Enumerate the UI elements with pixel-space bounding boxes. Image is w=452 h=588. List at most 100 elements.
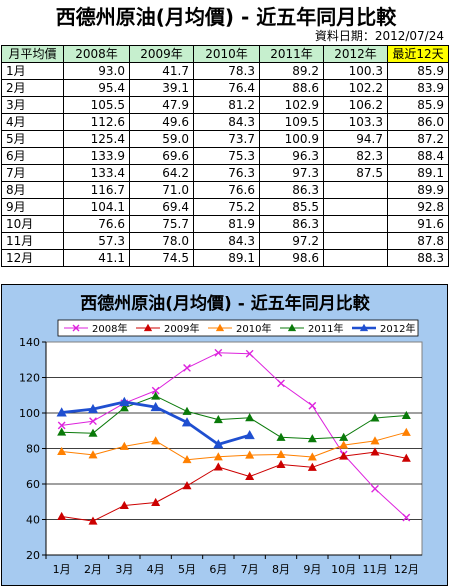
data-point: [277, 379, 285, 388]
data-point: [151, 386, 160, 395]
table-cell: 103.3: [323, 113, 388, 131]
table-cell: 102.2: [323, 79, 388, 97]
data-point: [213, 452, 223, 461]
table-cell: 94.7: [323, 130, 388, 148]
data-point: [401, 410, 411, 419]
table-row: 12月 41.1 74.5 89.1 98.6 88.3: [1, 249, 449, 267]
table-row: 3月 105.5 47.9 81.2 102.9 106.2 85.9: [1, 96, 449, 114]
table-cell: 76.6: [63, 215, 130, 233]
table-row: 11月 57.3 78.0 84.3 97.2 87.8: [1, 232, 449, 250]
data-point: [245, 349, 254, 358]
table-row: 1月 93.0 41.7 78.3 89.2 100.3 85.9: [1, 62, 449, 80]
x-tick-label: 8月: [272, 563, 290, 576]
table-cell: 98.6: [259, 249, 324, 267]
row-month-cell: 11月: [1, 232, 64, 250]
table-cell: [323, 215, 388, 233]
table-cell: 89.2: [259, 62, 324, 80]
row-month-cell: 7月: [1, 164, 64, 182]
legend-swatch-marker: [287, 323, 297, 332]
data-point: [276, 432, 286, 441]
data-point: [307, 434, 317, 443]
header-2010: 2010年: [193, 45, 260, 63]
chart-title: 西德州原油(月均價) - 近五年同月比較: [80, 293, 370, 314]
table-cell: 89.9: [387, 181, 449, 199]
data-point: [87, 403, 99, 414]
row-month-cell: 1月: [1, 62, 64, 80]
table-cell: 69.4: [129, 198, 194, 216]
table-row: 9月 104.1 69.4 75.2 85.5 92.8: [1, 198, 449, 216]
row-month-cell: 6月: [1, 147, 64, 165]
header-2011: 2011年: [259, 45, 324, 63]
table-cell: [323, 232, 388, 250]
row-month-cell: 9月: [1, 198, 64, 216]
table-cell: 41.1: [63, 249, 130, 267]
table-cell: 47.9: [129, 96, 194, 114]
table-cell: 84.3: [193, 113, 260, 131]
series-line-2009年: [61, 451, 407, 522]
legend-label: 2010年: [236, 322, 271, 335]
table-header-row: 月平均價 2008年 2009年 2010年 2011年 2012年 最近12天: [1, 45, 449, 63]
data-date: 資料日期：2012/07/24: [314, 29, 444, 43]
legend-label: 2011年: [308, 322, 343, 335]
data-point: [245, 413, 255, 422]
table-cell: 95.4: [63, 79, 130, 97]
table-cell: 97.3: [259, 164, 324, 182]
data-point: [182, 455, 192, 464]
table-row: 7月 133.4 64.2 76.3 97.3 87.5 89.1: [1, 164, 449, 182]
table-cell: 81.2: [193, 96, 260, 114]
table-row: 10月 76.6 75.7 81.9 86.3 91.6: [1, 215, 449, 233]
header-month: 月平均價: [1, 45, 64, 63]
table-cell: 73.7: [193, 130, 260, 148]
data-point: [88, 516, 98, 525]
table-cell: 109.5: [259, 113, 324, 131]
data-point: [183, 364, 191, 372]
data-point: [308, 401, 317, 410]
y-tick-label: 100: [19, 407, 40, 420]
y-tick-label: 140: [19, 336, 40, 349]
table-cell: 78.0: [129, 232, 194, 250]
x-tick-label: 12月: [394, 563, 419, 576]
x-tick-label: 2月: [84, 563, 102, 576]
header-2008: 2008年: [63, 45, 130, 63]
table-cell: [323, 181, 388, 199]
table-cell: 116.7: [63, 181, 130, 199]
data-point: [401, 427, 411, 436]
row-month-cell: 10月: [1, 215, 64, 233]
table-cell: 84.3: [193, 232, 260, 250]
table-cell: 76.3: [193, 164, 260, 182]
x-tick-label: 10月: [331, 563, 356, 576]
data-point: [119, 396, 130, 406]
header-2009: 2009年: [129, 45, 194, 63]
table-cell: 87.5: [323, 164, 388, 182]
x-tick-label: 5月: [178, 563, 196, 576]
x-tick-label: 3月: [115, 563, 133, 576]
data-point: [119, 403, 129, 412]
data-point: [88, 428, 98, 437]
table-cell: 92.8: [387, 198, 449, 216]
table-cell: 133.9: [63, 147, 130, 165]
header-2012: 2012年: [323, 45, 388, 63]
series-line-2010年: [61, 431, 407, 461]
row-month-cell: 8月: [1, 181, 64, 199]
row-month-cell: 2月: [1, 79, 64, 97]
table-cell: 100.3: [323, 62, 388, 80]
table-cell: 78.3: [193, 62, 260, 80]
table-cell: 133.4: [63, 164, 130, 182]
table-cell: 88.6: [259, 79, 324, 97]
legend-swatch-marker: [215, 323, 225, 332]
data-point: [150, 401, 161, 412]
data-point: [182, 406, 192, 415]
table-cell: 105.5: [63, 96, 130, 114]
table-cell: 75.3: [193, 147, 260, 165]
table-cell: 82.3: [323, 147, 388, 165]
data-point: [88, 450, 98, 459]
row-month-cell: 12月: [1, 249, 64, 267]
data-point: [276, 449, 286, 459]
oil-price-line-chart: 西德州原油(月均價) - 近五年同月比較 20 40 60 80 100 120 140 1月 2…: [19, 293, 423, 576]
data-point: [56, 407, 67, 417]
data-point: [339, 432, 349, 441]
x-tick-label: 4月: [147, 563, 165, 576]
table-cell: 96.3: [259, 147, 324, 165]
data-point: [339, 451, 349, 460]
y-tick-label: 120: [19, 372, 40, 385]
